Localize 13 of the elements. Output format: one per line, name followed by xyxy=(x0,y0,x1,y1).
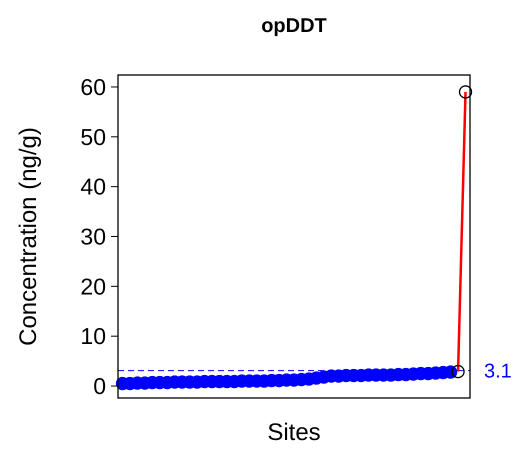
point xyxy=(458,85,472,99)
point xyxy=(451,364,465,378)
y-tick-label: 10 xyxy=(80,323,106,350)
y-tick-label: 60 xyxy=(80,74,106,100)
y-tick-label: 0 xyxy=(93,373,106,400)
y-tick-label: 50 xyxy=(80,124,106,150)
y-tick-label: 30 xyxy=(80,224,106,250)
chart-title: opDDT xyxy=(261,15,327,37)
y-tick-label: 40 xyxy=(80,174,106,200)
x-axis-title: Sites xyxy=(267,419,321,446)
y-tick-label: 20 xyxy=(80,273,106,300)
ref-line-label: 3.1 xyxy=(484,360,512,383)
y-axis-title: Concentration (ng/g) xyxy=(15,127,42,346)
